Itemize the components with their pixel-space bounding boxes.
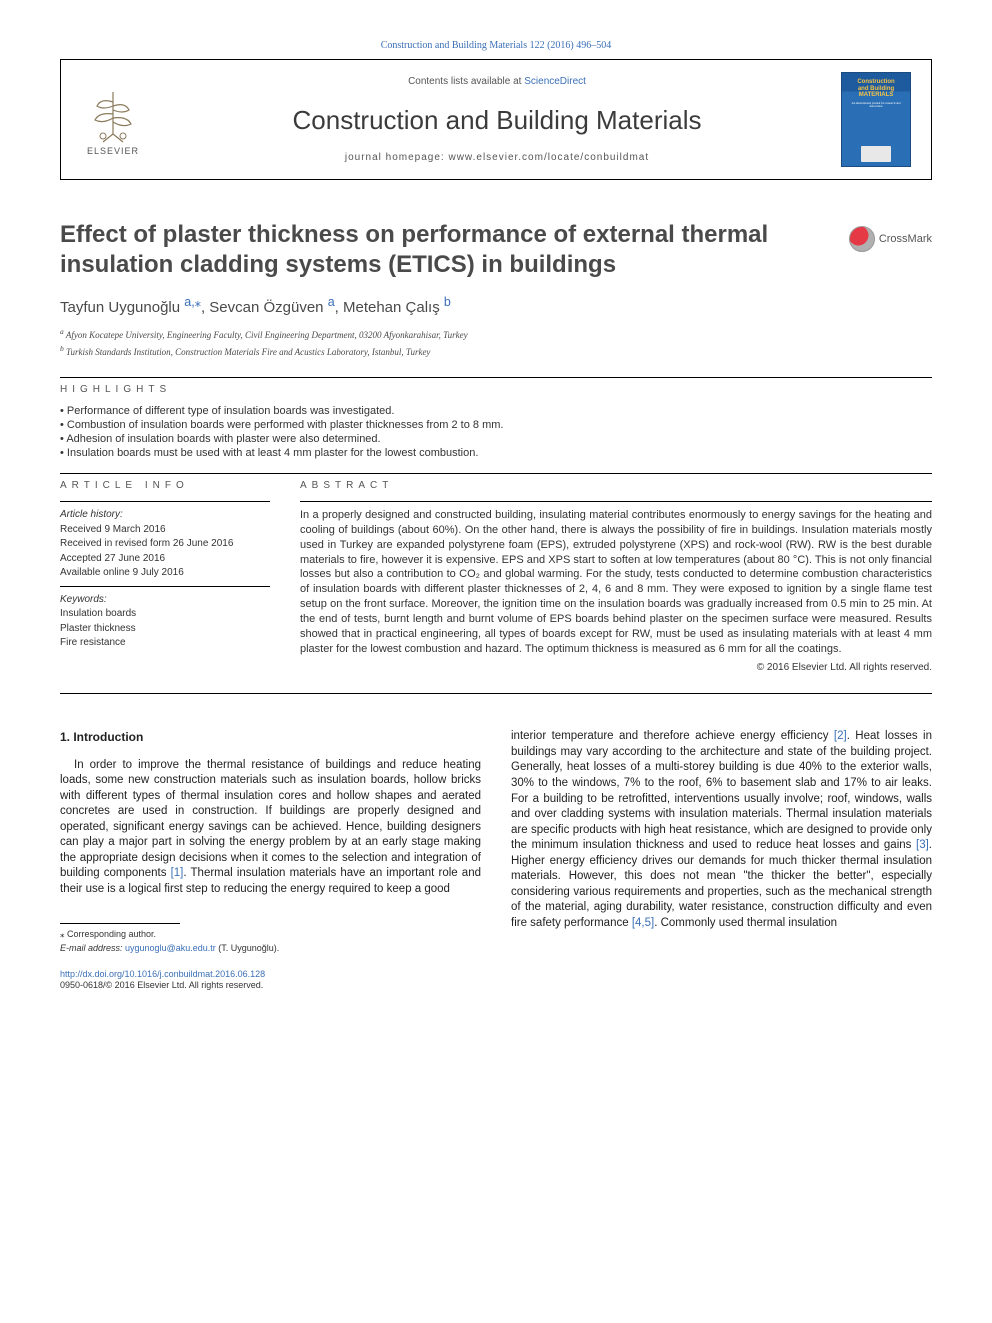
keyword: Fire resistance (60, 636, 270, 650)
revised-date: Received in revised form 26 June 2016 (60, 537, 270, 551)
sciencedirect-link[interactable]: ScienceDirect (524, 76, 586, 87)
received-date: Received 9 March 2016 (60, 523, 270, 537)
highlights-label: highlights (60, 384, 932, 395)
history-head: Article history: (60, 508, 270, 522)
intro-para-2: interior temperature and therefore achie… (511, 729, 932, 931)
ref-2[interactable]: [2] (834, 730, 847, 742)
highlight-item: • Combustion of insulation boards were p… (60, 419, 932, 431)
divider (60, 693, 932, 694)
journal-name: Construction and Building Materials (173, 105, 821, 136)
crossmark-icon (849, 226, 875, 252)
citation-bar: Construction and Building Materials 122 … (60, 40, 932, 51)
elsevier-logo: ELSEVIER (73, 75, 153, 165)
elsevier-tree-icon (83, 84, 143, 144)
doi-link[interactable]: http://dx.doi.org/10.1016/j.conbuildmat.… (60, 969, 265, 979)
crossmark-label: CrossMark (879, 233, 932, 245)
divider (60, 473, 932, 474)
cover-title-line: Construction and Building MATERIALS (854, 78, 897, 100)
affiliations: a Afyon Kocatepe University, Engineering… (60, 326, 932, 359)
abstract-text: In a properly designed and constructed b… (300, 508, 932, 656)
keyword: Insulation boards (60, 607, 270, 621)
footer-divider (60, 923, 180, 924)
contents-line: Contents lists available at ScienceDirec… (173, 76, 821, 87)
article-title: Effect of plaster thickness on performan… (60, 220, 849, 280)
corresponding-author: ⁎ Corresponding author. (60, 928, 481, 940)
email-line: E-mail address: uygunoglu@aku.edu.tr (T.… (60, 942, 481, 954)
authors-line: Tayfun Uygunoğlu a,⁎, Sevcan Özgüven a, … (60, 294, 932, 316)
crossmark-button[interactable]: CrossMark (849, 226, 932, 252)
elsevier-label: ELSEVIER (87, 146, 139, 156)
highlight-item: • Adhesion of insulation boards with pla… (60, 433, 932, 445)
author-email-link[interactable]: uygunoglu@aku.edu.tr (125, 943, 216, 953)
highlights-list: • Performance of different type of insul… (60, 405, 932, 459)
affil-b-link[interactable]: b (444, 299, 451, 316)
homepage-line: journal homepage: www.elsevier.com/locat… (173, 152, 821, 163)
homepage-url[interactable]: www.elsevier.com/locate/conbuildmat (448, 152, 649, 163)
intro-para-1: In order to improve the thermal resistan… (60, 758, 481, 898)
accepted-date: Accepted 27 June 2016 (60, 552, 270, 566)
intro-heading: 1. Introduction (60, 729, 481, 745)
journal-header-box: ELSEVIER Contents lists available at Sci… (60, 59, 932, 180)
ref-3[interactable]: [3] (916, 839, 929, 851)
divider (60, 377, 932, 378)
highlight-item: • Insulation boards must be used with at… (60, 447, 932, 459)
ref-4-5[interactable]: [4,5] (632, 917, 654, 929)
keywords-head: Keywords: (60, 593, 270, 607)
abstract-column: abstract In a properly designed and cons… (300, 480, 932, 673)
affil-a-link[interactable]: a, (184, 299, 194, 316)
abstract-label: abstract (300, 480, 932, 491)
body-column-right: interior temperature and therefore achie… (511, 729, 932, 991)
article-info-column: article info Article history: Received 9… (60, 480, 270, 673)
highlight-item: • Performance of different type of insul… (60, 405, 932, 417)
journal-cover-thumbnail: Construction and Building MATERIALS An i… (841, 72, 911, 167)
body-column-left: 1. Introduction In order to improve the … (60, 729, 481, 991)
keyword: Plaster thickness (60, 622, 270, 636)
abstract-copyright: © 2016 Elsevier Ltd. All rights reserved… (300, 662, 932, 673)
online-date: Available online 9 July 2016 (60, 566, 270, 580)
corr-link[interactable]: ⁎ (195, 299, 201, 316)
article-info-label: article info (60, 480, 270, 491)
issn-line: 0950-0618/© 2016 Elsevier Ltd. All right… (60, 980, 263, 990)
ref-1[interactable]: [1] (171, 867, 184, 879)
affil-a-link-2[interactable]: a (328, 299, 335, 316)
